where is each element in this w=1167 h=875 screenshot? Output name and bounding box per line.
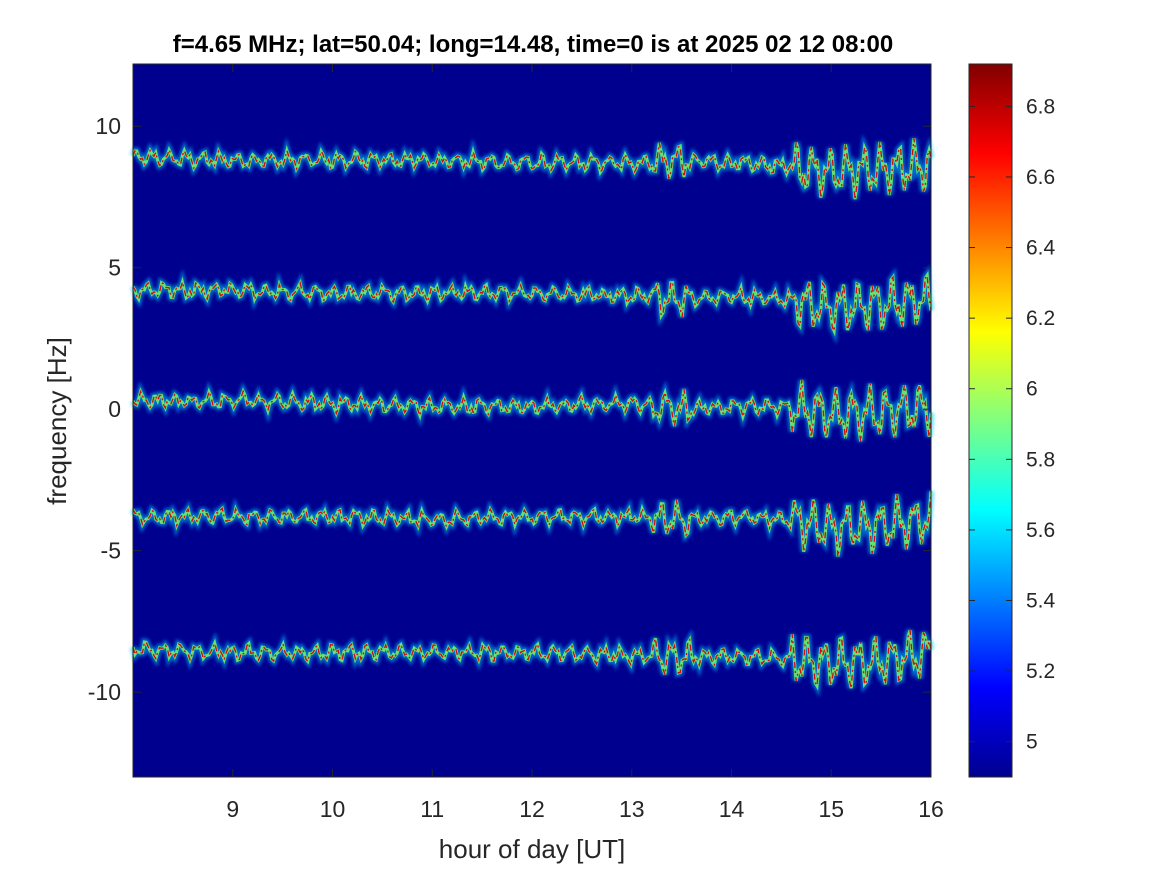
x-tick-label: 13 xyxy=(619,796,645,822)
y-tick-label: 10 xyxy=(95,113,121,139)
x-tick-label: 12 xyxy=(519,796,545,822)
colorbar-ticks: 6.8 6.6 6.4 6.2 6 5.8 5.6 5.4 5.2 5 xyxy=(969,95,1056,754)
colorbar-tick-label: 5.8 xyxy=(1026,448,1055,471)
colorbar-tick-label: 6.8 xyxy=(1026,95,1055,118)
y-tick-label: -5 xyxy=(101,538,121,564)
colorbar-tick-label: 6.6 xyxy=(1026,166,1055,189)
ridge-core xyxy=(132,629,932,689)
colorbar-gradient xyxy=(969,64,1012,777)
x-tick-label: 9 xyxy=(226,796,239,822)
chart-title: f=4.65 MHz; lat=50.04; long=14.48, time=… xyxy=(173,31,893,58)
colorbar-tick-label: 5 xyxy=(1026,731,1038,754)
colorbar-tick-label: 6 xyxy=(1026,378,1038,401)
ridge-mid xyxy=(131,379,933,442)
ridge-core xyxy=(132,138,932,200)
colorbar-tick-label: 5.2 xyxy=(1026,660,1055,683)
ridge-trace xyxy=(129,629,935,697)
colorbar-tick-label: 6.4 xyxy=(1026,237,1056,260)
plot-area xyxy=(129,63,935,778)
y-tick-label: 0 xyxy=(108,396,121,422)
x-tick-label: 11 xyxy=(420,796,444,822)
y-axis: 10 5 0 -5 -10 xyxy=(88,113,931,705)
x-axis-label: hour of day [UT] xyxy=(439,834,625,864)
x-tick-label: 10 xyxy=(320,796,346,822)
x-tick-label: 16 xyxy=(918,796,944,822)
ridge-trace xyxy=(130,379,935,442)
colorbar: 6.8 6.6 6.4 6.2 6 5.8 5.6 5.4 5.2 5 xyxy=(968,63,1056,778)
y-tick-label: 5 xyxy=(108,255,121,281)
x-tick-label: 15 xyxy=(818,796,844,822)
colorbar-tick-label: 5.6 xyxy=(1026,519,1055,542)
x-axis: 9 10 11 12 13 14 15 16 xyxy=(226,64,944,822)
colorbar-tick-label: 6.2 xyxy=(1026,307,1055,330)
ridge-trace xyxy=(129,490,935,558)
y-axis-label: frequency [Hz] xyxy=(42,337,72,505)
colorbar-frame xyxy=(968,63,1013,778)
ridge-core xyxy=(132,273,932,334)
ridge-core xyxy=(132,490,932,557)
ridge-group xyxy=(129,134,935,697)
ridge-trace xyxy=(129,134,935,200)
ridge-trace xyxy=(129,264,935,345)
x-tick-label: 14 xyxy=(719,796,745,822)
colorbar-tick-label: 5.4 xyxy=(1026,590,1056,613)
y-tick-label: -10 xyxy=(88,679,121,705)
